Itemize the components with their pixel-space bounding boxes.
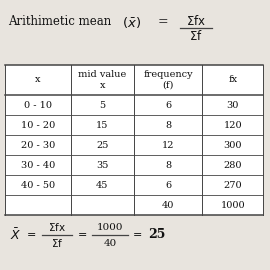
Text: $\Sigma$f: $\Sigma$f	[51, 237, 63, 249]
Text: 15: 15	[96, 120, 109, 130]
Text: Arithimetic mean: Arithimetic mean	[8, 15, 111, 28]
Text: =: =	[158, 15, 169, 28]
Text: x: x	[35, 76, 41, 85]
Text: 120: 120	[223, 120, 242, 130]
Text: 6: 6	[165, 181, 171, 190]
Text: 300: 300	[224, 140, 242, 150]
Text: 10 - 20: 10 - 20	[21, 120, 55, 130]
Text: 25: 25	[96, 140, 109, 150]
Text: fx: fx	[228, 76, 237, 85]
Text: $\left(\bar{x}\right)$: $\left(\bar{x}\right)$	[122, 15, 141, 30]
Text: $\Sigma$fx: $\Sigma$fx	[48, 221, 66, 233]
Text: 8: 8	[165, 160, 171, 170]
Text: $\Sigma$f: $\Sigma$f	[189, 29, 203, 43]
Text: 30 - 40: 30 - 40	[21, 160, 55, 170]
Text: $\bar{X}$: $\bar{X}$	[10, 227, 21, 243]
Text: 35: 35	[96, 160, 109, 170]
Text: 1000: 1000	[220, 201, 245, 210]
Text: 45: 45	[96, 181, 109, 190]
Text: =: =	[78, 230, 87, 240]
Text: 30: 30	[227, 100, 239, 110]
Text: 20 - 30: 20 - 30	[21, 140, 55, 150]
Text: =: =	[27, 230, 36, 240]
Text: $\Sigma$fx: $\Sigma$fx	[186, 14, 206, 28]
Text: 8: 8	[165, 120, 171, 130]
Text: frequency
(f): frequency (f)	[143, 70, 193, 90]
Bar	[5, 65, 263, 215]
Text: 12: 12	[162, 140, 174, 150]
Text: 6: 6	[165, 100, 171, 110]
Text: 40: 40	[162, 201, 174, 210]
Text: 25: 25	[148, 228, 165, 241]
Text: 280: 280	[224, 160, 242, 170]
Text: 40: 40	[103, 238, 117, 248]
Text: 40 - 50: 40 - 50	[21, 181, 55, 190]
Text: 0 - 10: 0 - 10	[24, 100, 52, 110]
Text: =: =	[133, 230, 142, 240]
Text: 270: 270	[223, 181, 242, 190]
Text: 5: 5	[99, 100, 106, 110]
Text: 1000: 1000	[97, 222, 123, 231]
Text: mid value
x: mid value x	[78, 70, 127, 90]
